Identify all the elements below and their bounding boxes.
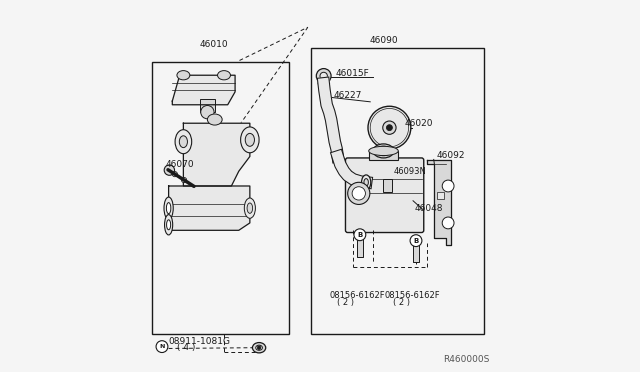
Circle shape: [348, 182, 370, 205]
Ellipse shape: [376, 146, 391, 156]
Ellipse shape: [175, 130, 192, 154]
Text: ( 2 ): ( 2 ): [393, 298, 410, 307]
Circle shape: [383, 121, 396, 134]
Text: 46048: 46048: [414, 203, 443, 212]
Bar: [200, 99, 215, 112]
Circle shape: [410, 235, 422, 247]
Text: B: B: [357, 232, 362, 238]
Text: 46010: 46010: [200, 41, 228, 49]
Circle shape: [387, 125, 392, 131]
Polygon shape: [184, 123, 250, 186]
Text: 46227: 46227: [334, 91, 362, 100]
Circle shape: [316, 68, 331, 83]
Ellipse shape: [166, 203, 171, 214]
Text: ( 4 ): ( 4 ): [177, 343, 195, 352]
Ellipse shape: [218, 71, 230, 80]
Text: R460000S: R460000S: [444, 355, 490, 364]
Circle shape: [354, 229, 366, 241]
Polygon shape: [168, 186, 250, 230]
Circle shape: [201, 106, 214, 119]
Ellipse shape: [207, 114, 222, 125]
Text: 46093N: 46093N: [394, 167, 427, 176]
Ellipse shape: [256, 345, 262, 350]
Text: N: N: [159, 344, 164, 349]
Circle shape: [164, 165, 175, 175]
Circle shape: [368, 106, 411, 149]
Ellipse shape: [164, 215, 173, 235]
Text: 46090: 46090: [369, 36, 398, 45]
Circle shape: [172, 171, 177, 177]
Ellipse shape: [369, 146, 398, 155]
Bar: [437, 192, 444, 199]
Ellipse shape: [179, 136, 188, 148]
Bar: [383, 179, 392, 192]
Polygon shape: [427, 160, 451, 245]
Bar: [369, 151, 398, 160]
Ellipse shape: [252, 343, 266, 353]
Ellipse shape: [364, 179, 369, 186]
Ellipse shape: [318, 81, 330, 86]
Ellipse shape: [241, 127, 259, 153]
Bar: [413, 241, 419, 262]
Text: B: B: [413, 238, 419, 244]
Ellipse shape: [164, 197, 173, 219]
Ellipse shape: [166, 220, 171, 230]
Circle shape: [257, 346, 261, 350]
Circle shape: [320, 72, 328, 80]
Ellipse shape: [362, 175, 371, 190]
Bar: [357, 235, 363, 257]
Ellipse shape: [247, 203, 253, 213]
Text: 08911-1081G: 08911-1081G: [168, 337, 230, 346]
Circle shape: [182, 177, 187, 183]
Text: 46070: 46070: [166, 160, 195, 169]
Bar: [152, 62, 289, 334]
Circle shape: [442, 217, 454, 229]
Ellipse shape: [177, 71, 190, 80]
Ellipse shape: [244, 198, 255, 218]
Bar: [311, 48, 484, 334]
Ellipse shape: [373, 144, 394, 158]
Text: 08156-6162F: 08156-6162F: [329, 291, 385, 300]
Text: 46015F: 46015F: [336, 69, 370, 78]
Circle shape: [352, 187, 365, 200]
Ellipse shape: [380, 148, 388, 154]
Text: 46092: 46092: [436, 151, 465, 160]
Circle shape: [442, 180, 454, 192]
Polygon shape: [172, 75, 235, 105]
Text: ( 2 ): ( 2 ): [337, 298, 354, 307]
Circle shape: [156, 341, 168, 353]
Ellipse shape: [245, 134, 255, 146]
Text: 46020: 46020: [404, 119, 433, 128]
FancyBboxPatch shape: [346, 158, 424, 232]
Text: 08156-6162F: 08156-6162F: [385, 291, 440, 300]
